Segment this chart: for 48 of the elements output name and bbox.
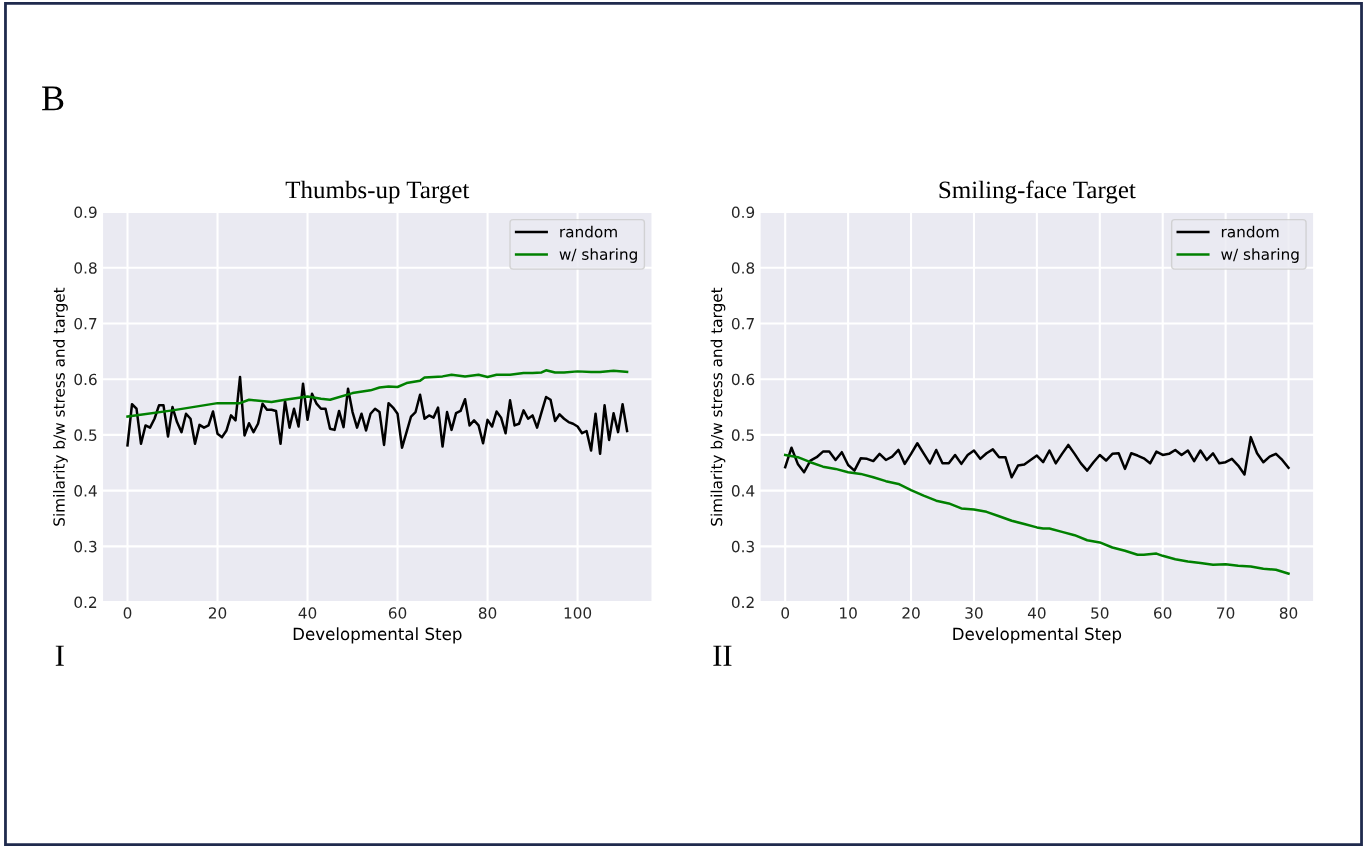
y-tick-label: 0.8 [74,262,97,274]
line-series [783,453,1290,575]
x-tick-label: 40 [1027,607,1046,619]
y-tick-label: 0.2 [74,596,97,609]
y-axis-title: Similarity b/w stress and target [53,287,68,526]
y-tick-label: 0.5 [74,429,97,441]
y-tick-label: 0.3 [74,540,97,553]
chart-title: Smiling-face Target [939,180,1136,204]
x-tick-label: 0 [123,607,132,619]
y-tick-label: 0.7 [731,317,754,330]
chart-title: Thumbs-up Target [285,180,470,204]
y-tick-label: 0.9 [731,206,755,219]
x-tick-label: 50 [1091,607,1109,619]
line-series [126,369,629,418]
line-series [783,435,1290,479]
text: B [42,86,64,111]
line-series [126,375,629,456]
x-axis-title: Developmental Step [953,627,1122,644]
y-tick-label: 0.6 [74,373,97,386]
y-tick-label: 0.9 [74,206,97,219]
x-tick-label: 0 [781,607,790,619]
y-tick-label: 0.2 [731,596,754,609]
legend-label: w/ sharing [559,248,637,263]
y-tick-label: 0.6 [731,373,755,386]
y-tick-label: 0.7 [74,317,97,330]
x-tick-label: 30 [965,607,983,619]
x-axis-title: Developmental Step [293,627,462,644]
text: I [55,645,64,666]
legend-label: w/ sharing [1221,248,1299,263]
y-tick-label: 0.5 [731,429,754,441]
y-axis-title: Similarity b/w stress and target [710,287,726,526]
text: II [713,645,732,666]
x-tick-label: 100 [564,607,592,619]
x-tick-label: 20 [902,607,920,619]
x-tick-label: 10 [840,607,857,619]
legend-label: random [1221,225,1279,238]
y-tick-label: 0.8 [731,262,755,274]
x-tick-label: 60 [1154,607,1172,619]
y-tick-label: 0.3 [731,540,754,553]
y-tick-label: 0.4 [74,485,97,497]
x-tick-label: 70 [1217,607,1235,619]
x-tick-label: 80 [1279,607,1298,619]
y-tick-label: 0.4 [731,485,755,497]
x-tick-label: 40 [298,607,317,619]
x-tick-label: 60 [388,607,407,619]
x-tick-label: 80 [478,607,497,619]
legend-label: random [560,225,617,238]
x-tick-label: 20 [208,607,227,619]
